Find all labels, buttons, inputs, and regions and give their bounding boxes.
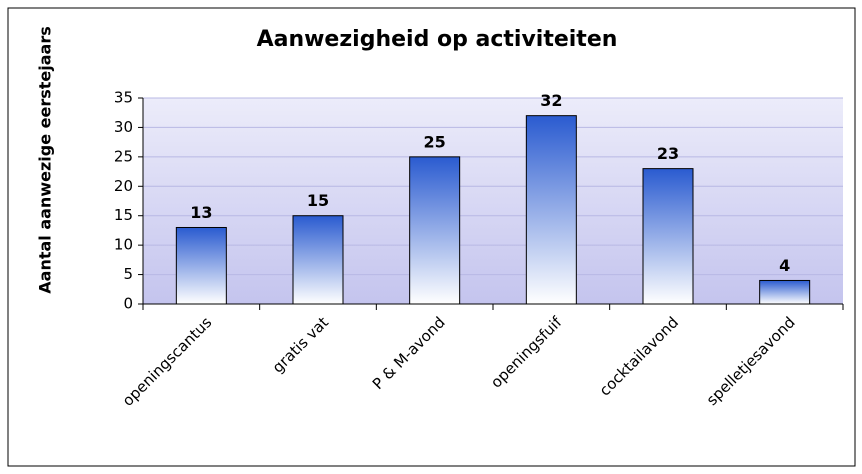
data-label: 25 (424, 132, 446, 151)
bar (642, 168, 694, 305)
data-label: 15 (307, 191, 329, 210)
bar (175, 226, 227, 305)
bar (409, 156, 461, 305)
y-tick-label: 25 (114, 147, 133, 165)
y-tick-label: 35 (114, 89, 133, 107)
y-tick-label: 15 (114, 206, 133, 224)
bar (759, 279, 811, 305)
bar (525, 115, 577, 305)
data-label: 23 (657, 144, 679, 163)
data-label: 13 (190, 203, 212, 222)
y-tick-label: 20 (114, 177, 133, 195)
y-tick-label: 30 (114, 118, 133, 136)
y-tick-label: 10 (114, 236, 133, 254)
data-label: 32 (540, 91, 562, 110)
data-label: 4 (779, 256, 790, 275)
y-axis-label: Aantal aanwezige eerstejaars (36, 26, 55, 293)
y-tick-label: 5 (123, 265, 133, 283)
chart-title: Aanwezigheid op activiteiten (257, 27, 618, 52)
plot-area (143, 98, 843, 304)
bar (292, 215, 344, 305)
y-tick-label: 0 (123, 295, 133, 313)
